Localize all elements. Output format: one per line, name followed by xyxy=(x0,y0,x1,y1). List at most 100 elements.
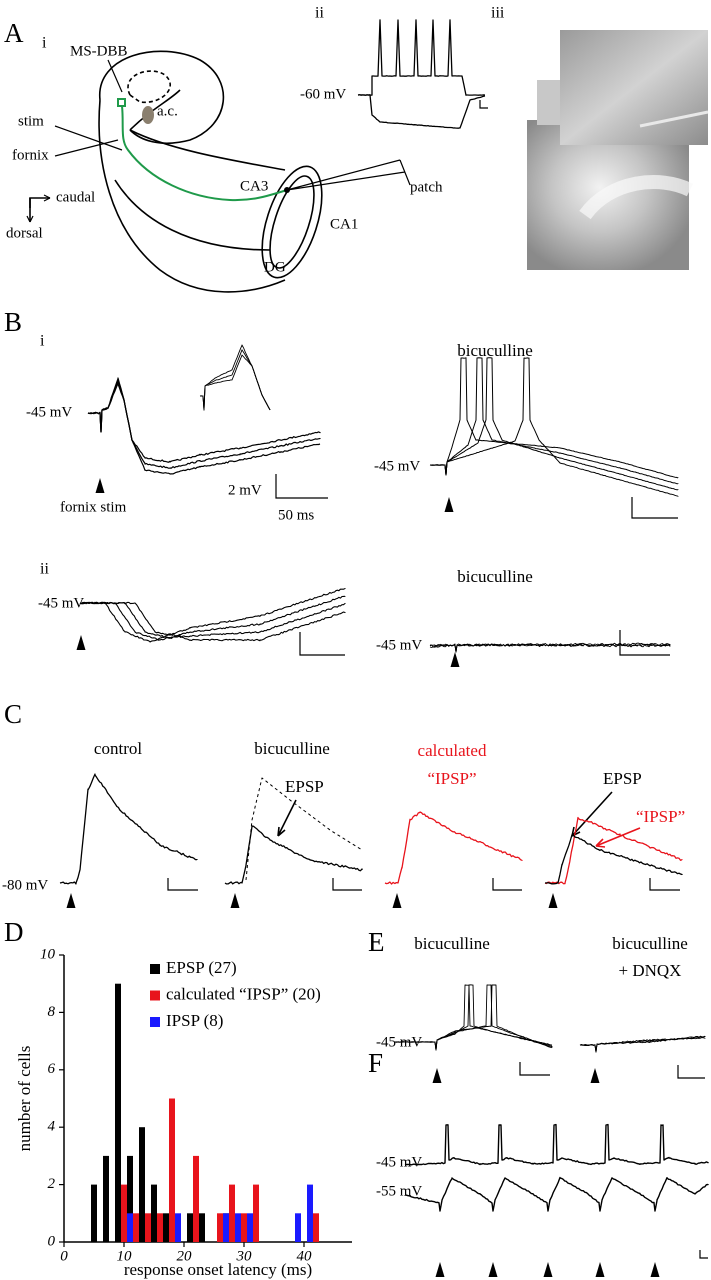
legend-swatch xyxy=(150,990,160,1001)
scale-bar xyxy=(619,630,670,656)
bar xyxy=(115,983,121,1242)
legend-label: calculated “IPSP” (20) xyxy=(166,984,321,1003)
bar xyxy=(229,1184,235,1242)
trace xyxy=(59,773,198,885)
label: CA3 xyxy=(240,178,268,194)
condition-label: calculated xyxy=(418,741,487,760)
patch-site xyxy=(284,187,290,193)
fiber-path xyxy=(117,98,288,202)
trace xyxy=(429,643,671,653)
bar xyxy=(127,1213,133,1242)
y-tick-label: 6 xyxy=(48,1061,56,1077)
bar xyxy=(169,1098,175,1242)
condition-label: bicuculline xyxy=(457,341,533,360)
y-axis-label: number of cells xyxy=(15,1046,34,1152)
y-tick-label: 10 xyxy=(40,946,56,962)
bar xyxy=(121,1184,127,1242)
traces xyxy=(59,19,709,1277)
trace xyxy=(429,357,679,479)
scale-bar xyxy=(631,497,678,519)
x-tick-label: 10 xyxy=(117,1248,133,1264)
condition-label: control xyxy=(94,739,142,758)
voltage-label: -45 mV xyxy=(26,404,72,420)
trace xyxy=(357,19,486,96)
voltage-label: -80 mV xyxy=(2,877,48,893)
condition-label: bicuculline xyxy=(612,934,688,953)
stim-arrow xyxy=(543,1262,553,1277)
trace xyxy=(429,357,679,497)
trace xyxy=(404,1176,709,1212)
trace xyxy=(200,344,271,411)
stim-arrow xyxy=(650,1262,660,1277)
bar xyxy=(253,1184,259,1242)
y-tick-label: 2 xyxy=(48,1176,56,1192)
scale-bar xyxy=(649,878,680,891)
trace xyxy=(357,94,486,129)
panel-label: E xyxy=(368,927,385,957)
bar xyxy=(103,1155,109,1242)
trace xyxy=(245,777,363,881)
sub-label: ii xyxy=(315,5,324,22)
bar xyxy=(163,1213,169,1242)
trace xyxy=(384,811,523,885)
trace xyxy=(429,643,671,653)
voltage-label: -45 mV xyxy=(376,637,422,653)
bar xyxy=(157,1213,163,1242)
trace xyxy=(87,382,321,475)
voltage-label: -55 mV xyxy=(376,1183,422,1199)
trace xyxy=(429,642,671,653)
stim-arrow xyxy=(66,893,76,908)
annotation: EPSP xyxy=(603,769,642,788)
bar xyxy=(247,1213,253,1242)
stim-arrow xyxy=(450,652,460,667)
scale-label: 50 ms xyxy=(278,507,314,523)
voltage-label: -45 mV xyxy=(374,458,420,474)
bar xyxy=(295,1213,301,1242)
trace xyxy=(544,816,683,885)
trace xyxy=(579,1037,706,1053)
legend-label: IPSP (8) xyxy=(166,1011,223,1030)
stim-arrow xyxy=(432,1068,442,1083)
bar xyxy=(91,1184,97,1242)
condition-label: bicuculline xyxy=(414,934,490,953)
trace xyxy=(404,1123,709,1166)
trace xyxy=(79,601,346,642)
bar xyxy=(127,1155,133,1242)
bar xyxy=(193,1155,199,1242)
x-axis-label: response onset latency (ms) xyxy=(124,1260,312,1279)
voltage-label: -60 mV xyxy=(300,86,346,102)
bar xyxy=(151,1184,157,1242)
x-tick-label: 0 xyxy=(60,1248,68,1264)
label: CA1 xyxy=(330,216,358,232)
legend-swatch xyxy=(150,964,160,974)
anterior-commissure xyxy=(142,106,154,124)
scale-bar xyxy=(167,878,198,891)
scale-bar xyxy=(332,878,362,891)
trace xyxy=(79,601,346,639)
annotation-arrows xyxy=(277,791,641,848)
bar xyxy=(199,1213,205,1242)
condition-label: bicuculline xyxy=(254,739,330,758)
bar xyxy=(133,1213,139,1242)
stim-arrow xyxy=(595,1262,605,1277)
annotation: EPSP xyxy=(285,777,324,796)
y-tick-label: 8 xyxy=(48,1004,56,1020)
stim-arrow xyxy=(488,1262,498,1277)
stim-arrow xyxy=(95,478,105,493)
sub-label: ii xyxy=(40,561,49,578)
trace xyxy=(199,349,271,411)
y-tick-label: 4 xyxy=(48,1119,56,1135)
bar xyxy=(145,1213,151,1242)
condition-label: + DNQX xyxy=(619,961,682,980)
micrograph xyxy=(527,30,709,270)
label: caudal xyxy=(56,189,95,205)
scale-bar xyxy=(677,1065,705,1079)
panel-label: B xyxy=(4,307,22,337)
condition-label: bicuculline xyxy=(457,567,533,586)
scale-bar xyxy=(275,474,328,499)
trace xyxy=(394,984,553,1051)
bar xyxy=(307,1184,313,1242)
stim-arrow xyxy=(548,893,558,908)
